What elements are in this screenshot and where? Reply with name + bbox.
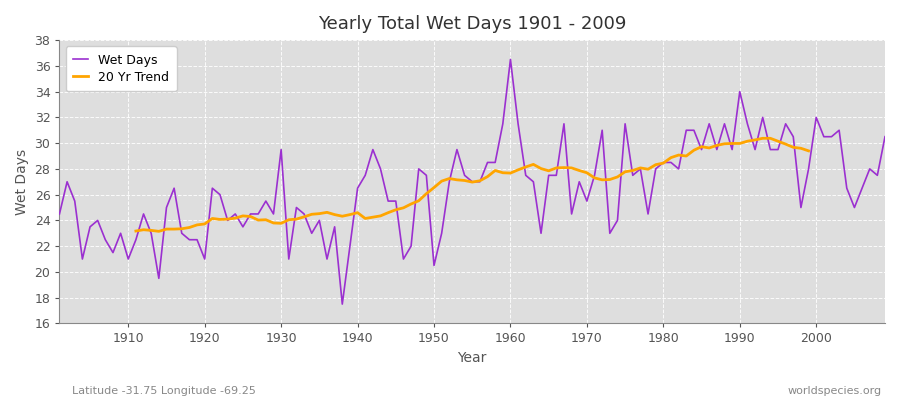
Text: worldspecies.org: worldspecies.org	[788, 386, 882, 396]
Line: 20 Yr Trend: 20 Yr Trend	[136, 138, 808, 231]
Wet Days	[505, 57, 516, 62]
20 Yr Trend	[153, 229, 164, 234]
Line: Wet Days: Wet Days	[59, 60, 885, 304]
Wet Days	[337, 302, 347, 306]
20 Yr Trend	[130, 229, 141, 234]
Wet Days	[284, 257, 294, 262]
Title: Yearly Total Wet Days 1901 - 2009: Yearly Total Wet Days 1901 - 2009	[318, 15, 626, 33]
Text: Latitude -31.75 Longitude -69.25: Latitude -31.75 Longitude -69.25	[72, 386, 256, 396]
20 Yr Trend	[803, 148, 814, 153]
Legend: Wet Days, 20 Yr Trend: Wet Days, 20 Yr Trend	[66, 46, 176, 91]
Wet Days	[115, 231, 126, 236]
20 Yr Trend	[757, 136, 768, 141]
20 Yr Trend	[275, 221, 286, 226]
Wet Days	[329, 224, 340, 229]
20 Yr Trend	[734, 141, 745, 146]
20 Yr Trend	[398, 206, 409, 210]
20 Yr Trend	[482, 174, 493, 179]
20 Yr Trend	[207, 216, 218, 221]
Wet Days	[612, 218, 623, 223]
Wet Days	[513, 122, 524, 126]
Y-axis label: Wet Days: Wet Days	[15, 149, 29, 215]
Wet Days	[879, 134, 890, 139]
Wet Days	[520, 173, 531, 178]
20 Yr Trend	[222, 217, 233, 222]
X-axis label: Year: Year	[457, 351, 487, 365]
Wet Days	[54, 212, 65, 216]
